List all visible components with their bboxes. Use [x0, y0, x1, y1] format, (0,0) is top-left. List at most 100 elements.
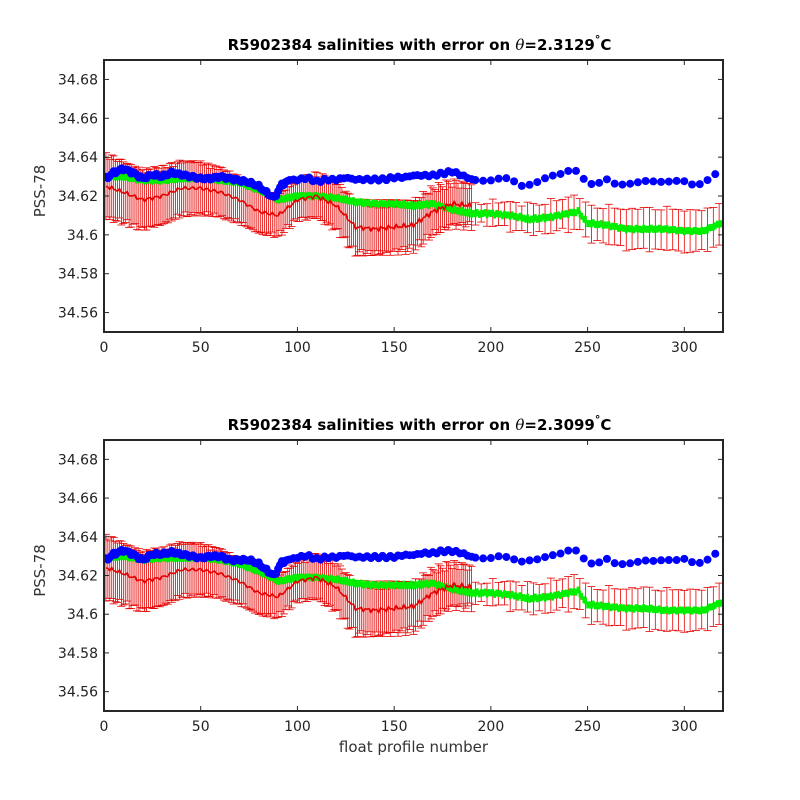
title-unit: C [600, 416, 611, 434]
blue-point [587, 559, 596, 568]
blue-point [486, 554, 495, 563]
title-value: =2.3099 [524, 416, 594, 434]
blue-point [633, 178, 642, 187]
chart-title: R5902384 salinities with error on θ=2.31… [228, 33, 612, 54]
y-tick-label: 34.58 [58, 646, 98, 662]
blue-point [564, 546, 573, 555]
blue-point [595, 178, 604, 187]
x-tick-label: 150 [381, 340, 408, 356]
blue-point [626, 559, 635, 568]
blue-point [695, 558, 704, 567]
x-tick-label: 100 [284, 340, 311, 356]
blue-point [657, 177, 666, 186]
x-tick-label: 200 [478, 340, 505, 356]
blue-point [494, 174, 503, 183]
y-tick-label: 34.6 [67, 607, 98, 623]
blue-point [610, 179, 619, 188]
blue-point [664, 555, 673, 564]
blue-point [471, 553, 480, 562]
blue-point [571, 166, 580, 175]
y-tick-label: 34.62 [58, 189, 98, 205]
y-tick-label: 34.62 [58, 569, 98, 585]
blue-point [680, 177, 689, 186]
title-prefix: R5902384 salinities with error on [228, 416, 516, 434]
y-tick-label: 34.66 [58, 491, 98, 507]
blue-point [541, 174, 550, 183]
blue-point [610, 559, 619, 568]
blue-point [533, 555, 542, 564]
blue-point [711, 549, 720, 558]
y-tick-label: 34.6 [67, 228, 98, 244]
title-degree: ° [595, 413, 601, 426]
y-tick-label: 34.56 [58, 306, 98, 322]
blue-point [517, 181, 526, 190]
x-tick-label: 250 [574, 340, 601, 356]
blue-point [510, 555, 519, 564]
blue-point [688, 558, 697, 567]
blue-point [672, 556, 681, 565]
blue-point [649, 556, 658, 565]
y-axis-label: PSS-78 [31, 544, 49, 597]
chart-title: R5902384 salinities with error on θ=2.30… [228, 413, 612, 434]
blue-point [672, 176, 681, 185]
data-layer [104, 152, 723, 257]
blue-point [479, 554, 488, 563]
blue-point [525, 556, 534, 565]
plot-area [104, 440, 723, 711]
blue-point [626, 179, 635, 188]
blue-point [502, 552, 511, 561]
blue-point [486, 176, 495, 185]
y-axis-label: PSS-78 [31, 165, 49, 218]
blue-point [587, 180, 596, 189]
x-tick-label: 150 [381, 719, 408, 735]
blue-point [556, 549, 565, 558]
blue-point [703, 555, 712, 564]
x-tick-label: 300 [671, 719, 698, 735]
blue-point [595, 558, 604, 567]
y-tick-label: 34.64 [58, 530, 98, 546]
blue-point [641, 176, 650, 185]
blue-point [633, 557, 642, 566]
x-tick-label: 50 [192, 719, 210, 735]
blue-point [703, 176, 712, 185]
blue-point [564, 166, 573, 175]
y-tick-label: 34.68 [58, 72, 98, 88]
blue-point [657, 556, 666, 565]
y-tick-label: 34.56 [58, 685, 98, 701]
blue-point [664, 177, 673, 186]
title-prefix: R5902384 salinities with error on [228, 36, 516, 54]
blue-point [602, 554, 611, 563]
blue-point [641, 556, 650, 565]
blue-point [548, 171, 557, 180]
blue-point [711, 170, 720, 179]
data-layer [104, 533, 723, 638]
chart-panel-1: 0 50 100 150 200 250 300 34.56 34.58 34.6 34.62 34.… [31, 33, 724, 356]
y-tick-label: 34.68 [58, 452, 98, 468]
blue-point [680, 554, 689, 563]
blue-point [579, 554, 588, 563]
chart-panel-2: 0 50 100 150 200 250 300 34.56 34.58 34.6 34.62 34.… [31, 413, 724, 756]
blue-point [494, 552, 503, 561]
title-symbol: θ [515, 36, 524, 54]
blue-point [556, 169, 565, 178]
blue-point [479, 176, 488, 185]
blue-point [618, 560, 627, 569]
blue-point [571, 546, 580, 555]
blue-point [502, 174, 511, 183]
red-mean-line [105, 565, 473, 615]
blue-point [688, 180, 697, 189]
x-axis-label: float profile number [339, 738, 489, 756]
title-degree: ° [595, 33, 601, 46]
title-symbol: θ [515, 416, 524, 434]
blue-point [525, 180, 534, 189]
y-tick-label: 34.64 [58, 150, 98, 166]
x-tick-label: 200 [478, 719, 505, 735]
blue-point [618, 180, 627, 189]
blue-point [579, 174, 588, 183]
blue-point [541, 553, 550, 562]
blue-point [517, 557, 526, 566]
blue-point [695, 180, 704, 189]
x-tick-label: 0 [100, 719, 109, 735]
blue-point [533, 178, 542, 187]
